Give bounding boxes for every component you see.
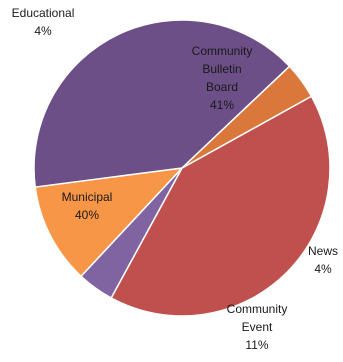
pie-slice-municipal xyxy=(33,19,291,188)
data-label-category: Municipal xyxy=(62,190,113,204)
data-label-percent: 40% xyxy=(75,208,99,222)
data-label-category: Board xyxy=(206,80,238,94)
data-label-percent: 41% xyxy=(210,98,234,112)
data-label-category: Event xyxy=(242,320,273,334)
data-label-category: Educational xyxy=(12,6,75,20)
data-label-municipal: Municipal 40% xyxy=(62,190,113,222)
data-label-community-event: Community Event 11% xyxy=(227,302,288,352)
pie-slice-educational xyxy=(181,65,313,169)
data-label-percent: 4% xyxy=(314,262,332,276)
data-label-community-bulletin-board: Community Bulletin Board 41% xyxy=(192,44,253,112)
data-label-percent: 4% xyxy=(34,24,52,38)
data-label-category: Community xyxy=(192,44,253,58)
pie-slice-community-event xyxy=(34,166,184,278)
data-label-percent: 11% xyxy=(245,338,268,352)
data-label-category: Community xyxy=(227,302,288,316)
data-label-educational: Educational 4% xyxy=(12,6,75,38)
pie-slice-community-bulletin-board xyxy=(110,95,331,317)
data-label-category: Bulletin xyxy=(202,62,241,76)
data-label-news: News 4% xyxy=(308,244,338,276)
data-label-category: News xyxy=(308,244,338,258)
